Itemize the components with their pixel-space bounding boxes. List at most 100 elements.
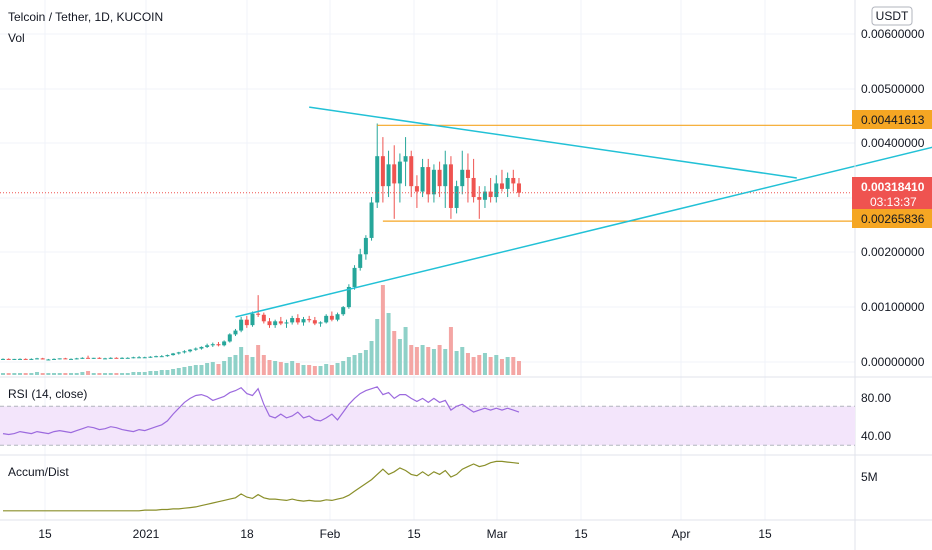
upper-level-value: 0.00441613 <box>861 113 925 127</box>
candle-body <box>443 164 448 187</box>
volume-bar <box>318 366 323 375</box>
candle-body <box>301 319 306 323</box>
lower-level-value: 0.00265836 <box>861 212 925 226</box>
last-price-value: 0.00318410 <box>861 180 925 194</box>
candle-body <box>420 167 425 192</box>
volume-bar <box>12 373 17 375</box>
candle-body <box>369 202 374 238</box>
candle-body <box>29 358 34 360</box>
volume-bar <box>482 353 487 375</box>
candle-body <box>244 319 249 326</box>
candle-body <box>154 356 159 358</box>
upper-level-tag: 0.00441613 <box>852 110 932 129</box>
candle-body <box>431 169 436 195</box>
candle-body <box>216 344 221 346</box>
volume-bar <box>380 285 385 375</box>
candle-body <box>505 177 510 189</box>
candle-body <box>91 357 96 359</box>
volume-bar <box>352 355 357 375</box>
volume-bar <box>431 349 436 375</box>
volume-bar <box>222 361 227 375</box>
candlesticks <box>1 123 521 361</box>
price-tick: 0.00000000 <box>861 355 925 369</box>
volume-bar <box>148 371 153 375</box>
volume-bar <box>80 372 85 375</box>
candle-body <box>409 156 414 187</box>
candle-body <box>227 334 232 342</box>
candle-body <box>261 314 266 322</box>
candle-body <box>499 183 504 189</box>
volume-bar <box>397 339 402 375</box>
candle-body <box>273 321 278 326</box>
candle-body <box>295 318 300 323</box>
rsi-title[interactable]: RSI (14, close) <box>8 387 87 401</box>
volume-bar <box>460 347 465 375</box>
volume-label[interactable]: Vol <box>8 31 25 45</box>
volume-bar <box>1 373 5 375</box>
volume-bar <box>131 372 136 375</box>
volume-bar <box>369 341 374 375</box>
volume-bar <box>494 355 499 375</box>
volume-bar <box>448 327 453 375</box>
candle-body <box>239 319 244 331</box>
volume-bar <box>358 353 363 375</box>
candle-body <box>137 357 142 359</box>
candle-body <box>57 358 62 360</box>
volume-bar <box>307 365 312 375</box>
volume-bar <box>454 351 459 375</box>
candle-body <box>1 358 5 360</box>
volume-bar <box>86 371 91 375</box>
candle-body <box>414 186 419 192</box>
volume-bar <box>216 364 221 375</box>
volume-bar <box>471 357 476 375</box>
lower-trendline[interactable] <box>235 107 932 318</box>
volume-bar <box>182 367 187 375</box>
volume-bar <box>154 371 159 375</box>
candle-body <box>205 345 210 347</box>
volume-bar <box>312 366 317 375</box>
candle-body <box>386 164 391 187</box>
volume-bar <box>426 347 431 375</box>
price-axis[interactable]: 0.00600000 0.00500000 0.00400000 0.00200… <box>861 27 925 369</box>
currency-badge[interactable]: USDT <box>871 6 913 26</box>
candle-body <box>397 161 402 184</box>
volume-bar <box>267 360 272 375</box>
candle-body <box>256 313 261 315</box>
upper-trendline[interactable] <box>309 106 797 179</box>
volume-bar <box>69 373 74 375</box>
candle-body <box>448 164 453 208</box>
candle-body <box>193 348 198 350</box>
volume-bar <box>511 357 516 375</box>
rsi-band <box>0 406 855 446</box>
candle-body <box>324 315 329 323</box>
price-tick: 0.00200000 <box>861 245 925 259</box>
volume-bar <box>205 363 210 375</box>
candle-body <box>511 177 516 184</box>
time-axis[interactable]: 15 2021 18 Feb 15 Mar 15 Apr 15 <box>38 527 772 541</box>
volume-bar <box>488 357 493 375</box>
candle-body <box>97 357 102 359</box>
volume-bar <box>171 369 176 375</box>
candle-body <box>52 358 57 360</box>
volume-bar <box>278 362 283 375</box>
candle-body <box>318 322 323 324</box>
accum-dist-title[interactable]: Accum/Dist <box>8 465 69 479</box>
volume-bar <box>6 373 11 375</box>
volume-bar <box>346 357 351 375</box>
candle-body <box>358 254 363 268</box>
volume-bar <box>375 319 380 375</box>
candle-body <box>363 237 368 255</box>
candle-body <box>312 320 317 324</box>
rsi-tick: 80.00 <box>861 391 891 405</box>
candle-body <box>188 349 193 352</box>
volume-bar <box>125 373 130 375</box>
candle-body <box>250 313 255 326</box>
candle-body <box>114 357 119 359</box>
time-tick: 2021 <box>133 527 160 541</box>
volume-bar <box>420 345 425 375</box>
candle-body <box>454 186 459 208</box>
symbol-title[interactable]: Telcoin / Tether, 1D, KUCOIN <box>8 10 163 24</box>
candle-body <box>335 314 340 320</box>
candle-body <box>46 359 51 361</box>
